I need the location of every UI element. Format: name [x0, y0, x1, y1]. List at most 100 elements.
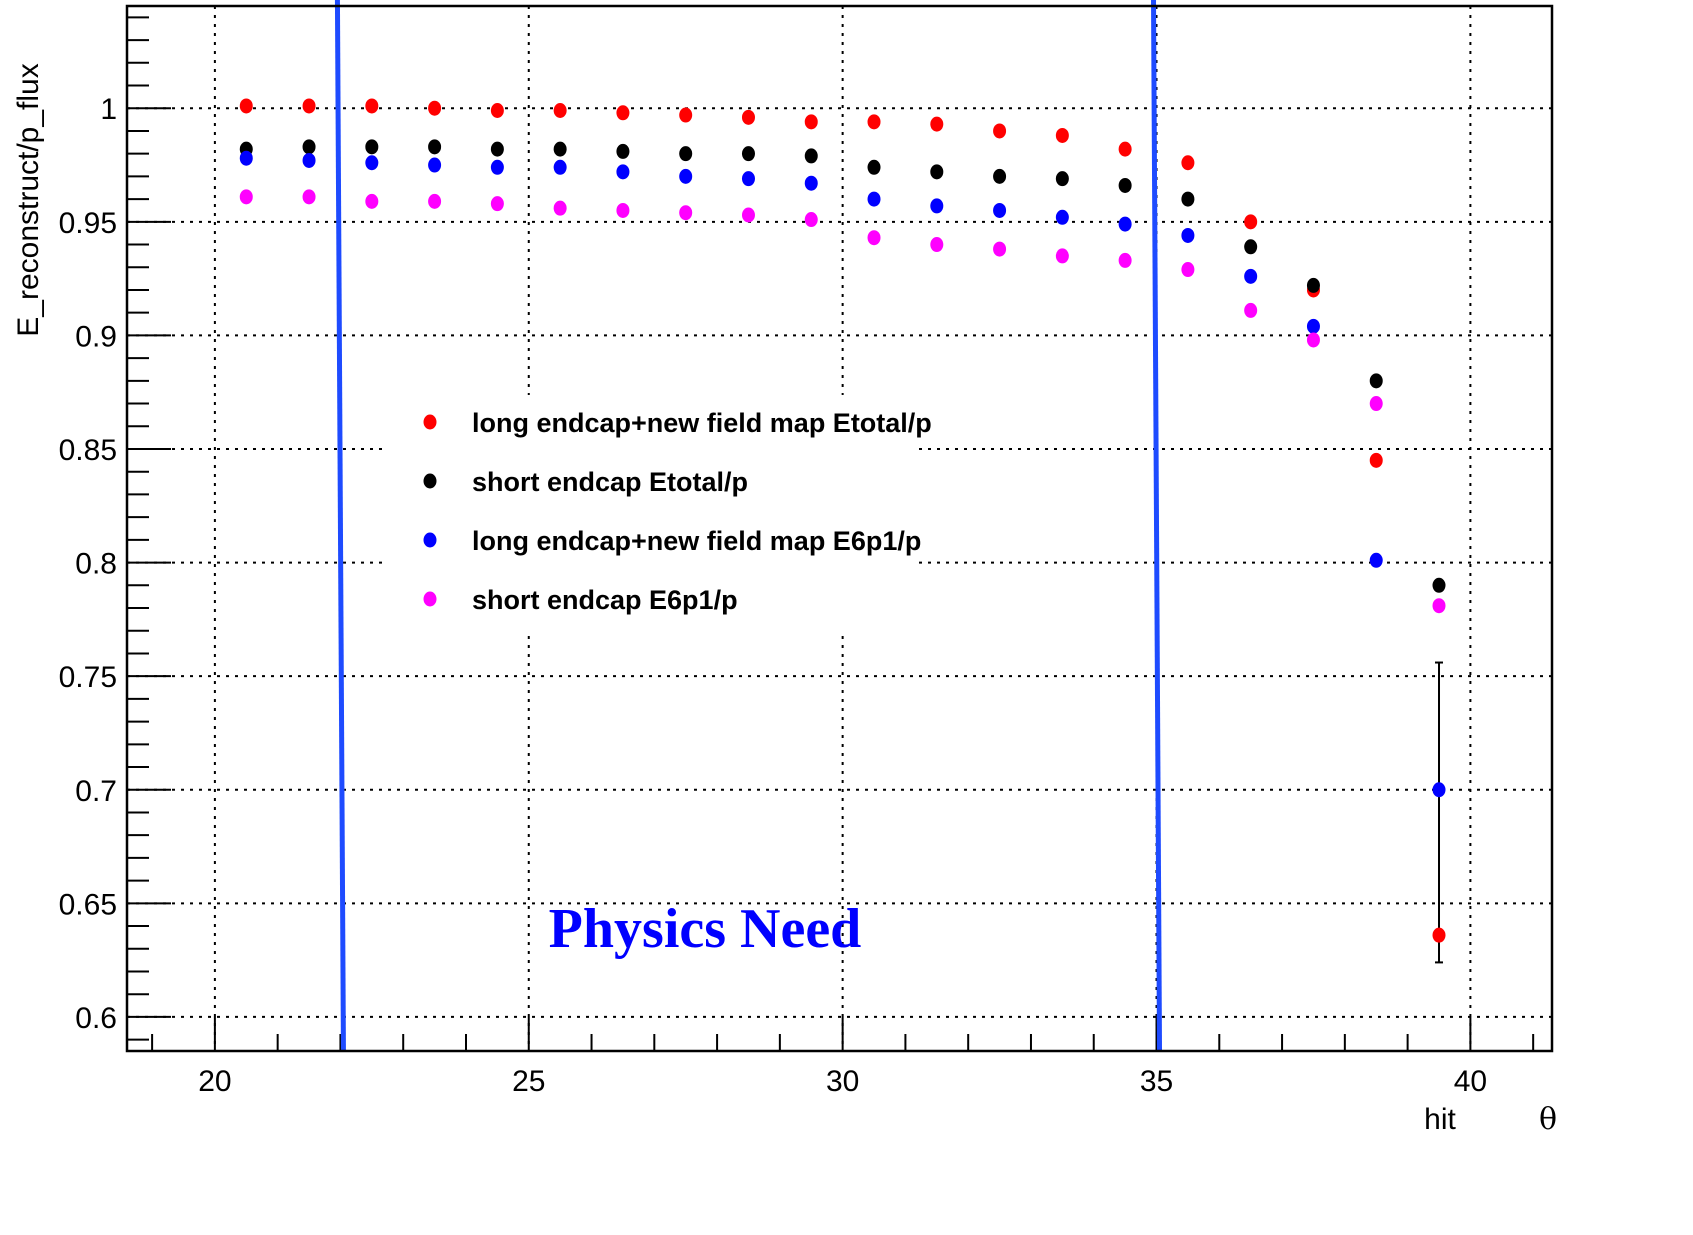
data-point-series-3 [741, 171, 755, 187]
x-tick-label: 25 [512, 1065, 545, 1098]
legend-label: long endcap+new field map Etotal/p [472, 408, 932, 438]
plot-frame [125, 4, 1554, 1053]
x-tick-label: 20 [198, 1065, 231, 1098]
y-tick-label: 0.75 [59, 661, 117, 694]
data-point-series-2 [867, 159, 881, 175]
data-point-series-2 [302, 139, 316, 155]
legend-marker [423, 532, 437, 548]
data-point-series-1 [1369, 452, 1383, 468]
data-point-series-3 [553, 159, 567, 175]
data-point-series-4 [1369, 396, 1383, 412]
data-point-series-3 [1181, 227, 1195, 243]
y-axis-title: E_reconstruct/p_flux [12, 63, 45, 336]
data-point-series-4 [804, 212, 818, 228]
data-point-series-4 [1306, 332, 1320, 348]
data-point-series-3 [930, 198, 944, 214]
data-point-series-2 [365, 139, 379, 155]
axis-ticks [127, 16, 1535, 1051]
y-tick-label: 0.9 [75, 320, 117, 353]
data-point-series-2 [1306, 277, 1320, 293]
y-tick-label: 0.7 [75, 775, 117, 808]
tick-labels: 20 25 30 35 40 0.6 0.65 0.7 0.75 0.8 0.85 0.9 0.95 1 [59, 93, 1487, 1098]
data-point-series-2 [1181, 191, 1195, 207]
y-tick-label: 0.8 [75, 548, 117, 581]
data-point-series-3 [1432, 782, 1446, 798]
data-point-series-3 [867, 191, 881, 207]
data-point-series-3 [239, 150, 253, 166]
data-point-series-2 [741, 146, 755, 162]
data-point-series-1 [741, 109, 755, 125]
x-tick-label: 35 [1140, 1065, 1173, 1098]
legend: long endcap+new field map Etotal/p short … [385, 395, 932, 635]
data-point-series-4 [1181, 262, 1195, 278]
data-point-series-2 [1244, 239, 1258, 255]
data-point-series-4 [239, 189, 253, 205]
y-tick-label: 0.65 [59, 888, 117, 921]
legend-marker [423, 414, 437, 430]
vertical-marker-line [334, 0, 346, 1052]
data-point-series-3 [1244, 268, 1258, 284]
data-point-series-2 [490, 141, 504, 157]
data-point-series-3 [428, 157, 442, 173]
data-point-series-2 [804, 148, 818, 164]
data-point-series-3 [804, 175, 818, 191]
data-point-series-4 [679, 205, 693, 221]
data-point-series-4 [1244, 302, 1258, 318]
data-point-series-1 [867, 114, 881, 130]
legend-box [385, 395, 915, 635]
data-point-series-4 [1432, 598, 1446, 614]
data-point-series-4 [490, 196, 504, 212]
data-point-series-1 [1432, 927, 1446, 943]
data-point-series-4 [1118, 252, 1132, 268]
data-point-series-1 [302, 98, 316, 114]
data-point-series-1 [1055, 127, 1069, 143]
vertical-marker-line [1151, 0, 1163, 1052]
data-point-series-2 [930, 164, 944, 180]
data-point-series-4 [1055, 248, 1069, 264]
data-point-series-4 [930, 237, 944, 253]
data-point-series-2 [1055, 171, 1069, 187]
x-axis-symbol: θ [1539, 1102, 1557, 1137]
data-point-series-1 [616, 105, 630, 121]
data-point-series-1 [239, 98, 253, 114]
data-point-series-2 [553, 141, 567, 157]
data-point-series-1 [804, 114, 818, 130]
data-point-series-4 [428, 193, 442, 209]
x-axis-title: hit [1424, 1103, 1456, 1136]
y-tick-label: 0.95 [59, 207, 117, 240]
data-point-series-1 [679, 107, 693, 123]
data-point-series-2 [428, 139, 442, 155]
y-tick-label: 0.85 [59, 434, 117, 467]
legend-marker [423, 591, 437, 607]
data-points [239, 98, 1446, 943]
data-point-series-2 [1369, 373, 1383, 389]
data-point-series-2 [1118, 177, 1132, 193]
data-point-series-4 [553, 200, 567, 216]
data-point-series-3 [1055, 209, 1069, 225]
data-point-series-4 [741, 207, 755, 223]
data-point-series-1 [365, 98, 379, 114]
data-point-series-1 [930, 116, 944, 132]
legend-marker [423, 473, 437, 489]
data-point-series-3 [365, 155, 379, 171]
legend-label: long endcap+new field map E6p1/p [472, 526, 921, 556]
data-point-series-1 [428, 100, 442, 116]
data-point-series-2 [993, 168, 1007, 184]
data-point-series-4 [365, 193, 379, 209]
x-tick-label: 30 [826, 1065, 859, 1098]
data-point-series-1 [993, 123, 1007, 139]
marker-lines [334, 0, 1163, 1052]
error-bars [1435, 661, 1444, 964]
data-point-series-2 [1432, 577, 1446, 593]
data-point-series-4 [302, 189, 316, 205]
legend-label: short endcap Etotal/p [472, 467, 748, 497]
data-point-series-1 [1181, 155, 1195, 171]
data-point-series-2 [616, 143, 630, 159]
data-point-series-3 [679, 168, 693, 184]
data-point-series-3 [490, 159, 504, 175]
data-point-series-3 [1306, 318, 1320, 334]
data-point-series-4 [867, 230, 881, 246]
data-point-series-4 [616, 202, 630, 218]
data-point-series-1 [553, 103, 567, 118]
